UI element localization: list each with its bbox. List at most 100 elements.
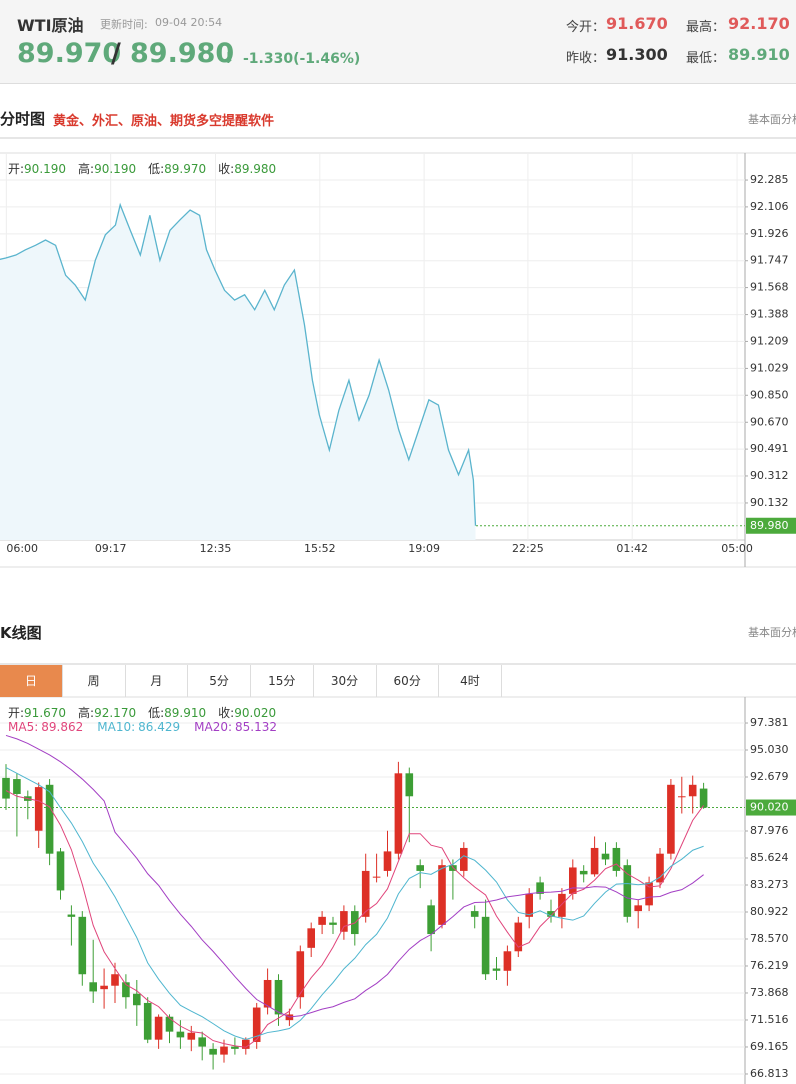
x-tick-label: 05:00 [721, 542, 753, 555]
info-label: 开: [8, 162, 25, 176]
candle-body [307, 928, 315, 948]
candle-body [329, 922, 337, 925]
x-tick-label: 19:09 [408, 542, 440, 555]
high: 92.170 [728, 14, 790, 33]
update-label: 更新时间: [100, 18, 148, 31]
info-label: 开: [8, 706, 25, 720]
analysis-link[interactable]: 基本面分析 [748, 113, 796, 126]
candle-body [209, 1048, 217, 1055]
area [0, 204, 476, 540]
period-tab[interactable]: 5分 [188, 665, 252, 697]
y-tick-label: 73.868 [750, 986, 789, 999]
last-price-label: 89.980 [750, 519, 789, 532]
candle-body [296, 951, 305, 998]
last-price-label: 90.020 [750, 801, 789, 814]
candle-body [154, 1016, 163, 1040]
y-tick-label: 66.813 [750, 1067, 789, 1080]
info-value: 90.020 [234, 706, 277, 720]
y-tick-label: 91.388 [750, 308, 789, 321]
info-label: 低: [148, 162, 165, 176]
separator: / [111, 38, 121, 69]
info-label: 收: [218, 162, 235, 176]
legend-value: 85.132 [235, 720, 277, 734]
candle-body [143, 1002, 152, 1040]
candle-body [361, 870, 370, 917]
y-tick-label: 91.926 [750, 227, 789, 240]
kline-axis: 97.381 95.030 92.679 87.976 85.624 83.273 80.9… [745, 716, 796, 1080]
candle-body [133, 993, 141, 1006]
period-tab[interactable]: 周 [63, 665, 126, 697]
candle-body [427, 905, 435, 935]
candle-body [89, 982, 97, 992]
promo-link[interactable]: 黄金、外汇、原油、期货多空提醒软件 [53, 114, 275, 129]
candle-body [699, 788, 708, 808]
period-tab[interactable]: 4时 [439, 665, 502, 697]
candle-body [78, 916, 87, 975]
open: 91.670 [606, 14, 668, 33]
candle-body [645, 882, 653, 906]
y-tick-label: 76.219 [750, 959, 789, 972]
candle-body [187, 1032, 196, 1040]
y-tick-label: 69.165 [750, 1040, 789, 1053]
intraday-plot [0, 153, 745, 540]
candle-body [13, 779, 21, 794]
candle-body [416, 865, 424, 871]
candle-body [601, 853, 610, 860]
info-value: 89.980 [234, 162, 277, 176]
ma-line [5, 734, 704, 1018]
x-tick-label: 06:00 [6, 542, 38, 555]
x-tick-label: 09:17 [95, 542, 127, 555]
candle-body [612, 847, 621, 871]
info-label: 低: [148, 706, 165, 720]
candle-body [111, 974, 119, 986]
period-tab[interactable]: 日 [0, 665, 63, 697]
period-tab[interactable]: 15分 [251, 665, 314, 697]
candle-body [34, 787, 43, 831]
y-tick-label: 85.624 [750, 851, 789, 864]
candle-body [536, 882, 544, 894]
y-tick-label: 95.030 [750, 743, 789, 756]
instrument: WTI原油 [17, 16, 84, 35]
candle-body [2, 777, 10, 799]
candle-body [438, 865, 446, 925]
x-tick-label: 22:25 [512, 542, 544, 555]
x-tick-label: 01:42 [616, 542, 648, 555]
period-tab[interactable]: 月 [125, 665, 189, 697]
header: WTI原油 更新时间: 09-04 20:54 89.970 / 89.980 … [0, 0, 796, 84]
kline-info: 开:91.670 高:92.170 低:89.910 收:90.020 [8, 704, 288, 721]
candle-body [492, 968, 501, 971]
change: -1.330(-1.46%) [243, 51, 361, 67]
info-value: 89.910 [164, 706, 207, 720]
legend-name: MA20: [194, 720, 232, 734]
candle-body [558, 893, 566, 917]
info-value: 92.170 [94, 706, 137, 720]
legend-value: 89.862 [41, 720, 84, 734]
x-tick-label: 15:52 [304, 542, 336, 555]
bid: 89.970 [17, 38, 122, 69]
section-title: 分时图 [0, 110, 46, 128]
y-tick-label: 91.209 [750, 334, 789, 347]
candle-body [56, 851, 65, 891]
candle-body [67, 914, 76, 917]
candle-body [252, 1007, 261, 1042]
y-tick-label: 80.922 [750, 905, 789, 918]
candle-body [122, 982, 130, 998]
legend-name: MA5: [8, 720, 39, 734]
y-tick-label: 91.747 [750, 254, 789, 267]
candle-body [470, 911, 479, 917]
period-tab[interactable]: 60分 [376, 665, 440, 697]
period-tab[interactable]: 30分 [314, 665, 377, 697]
y-tick-label: 90.491 [750, 442, 789, 455]
info-label: 高: [78, 706, 95, 720]
candle-body [318, 916, 326, 925]
y-tick-label: 92.106 [750, 200, 789, 213]
y-tick-label: 90.850 [750, 388, 789, 401]
analysis-link[interactable]: 基本面分析 [748, 626, 796, 639]
ask: 89.980 [130, 38, 235, 69]
candle-body [198, 1037, 206, 1047]
info-value: 90.190 [24, 162, 67, 176]
y-tick-label: 90.132 [750, 496, 789, 509]
candle-body [176, 1031, 185, 1038]
